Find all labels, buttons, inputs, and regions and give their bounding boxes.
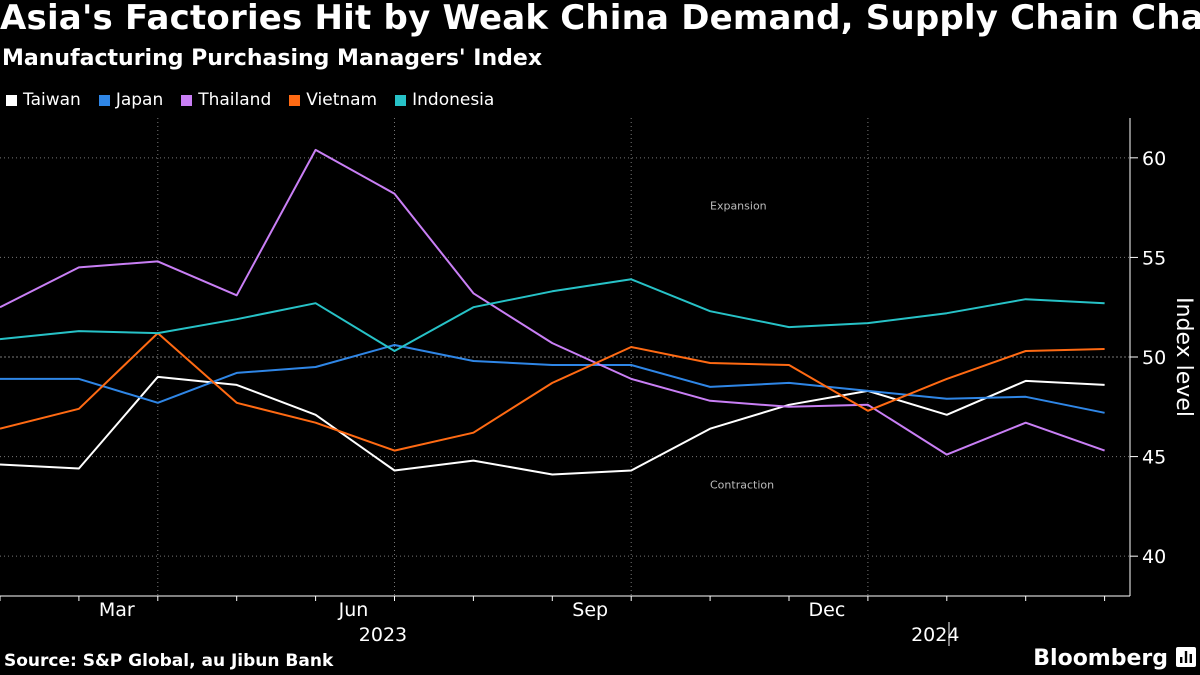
legend-swatch-taiwan: [6, 94, 17, 106]
xtick-label-jun: Jun: [338, 599, 369, 621]
legend-item-indonesia: Indonesia: [395, 90, 494, 110]
series-line-japan: [0, 344, 1105, 414]
xtick-label-sep: Sep: [572, 599, 608, 621]
year-label-2024: 2024: [911, 624, 959, 646]
series-line-indonesia: [0, 278, 1105, 352]
series-line-thailand: [0, 148, 1105, 456]
chart-icon: [1176, 647, 1196, 667]
series-line-vietnam: [0, 332, 1105, 452]
legend-item-vietnam: Vietnam: [289, 90, 377, 110]
legend-item-taiwan: Taiwan: [6, 90, 81, 110]
xtick-label-dec: Dec: [809, 599, 846, 621]
legend: Taiwan Japan Thailand Vietnam Indonesia: [6, 90, 494, 110]
annotation-expansion: Expansion: [710, 200, 767, 213]
year-label-2023: 2023: [359, 624, 407, 646]
legend-item-thailand: Thailand: [181, 90, 271, 110]
source-note: Source: S&P Global, au Jibun Bank: [4, 651, 334, 671]
ytick-label-60: 60: [1142, 148, 1166, 170]
legend-label-indonesia: Indonesia: [412, 90, 495, 110]
legend-label-thailand: Thailand: [198, 90, 272, 110]
annotation-contraction: Contraction: [710, 478, 774, 491]
legend-label-vietnam: Vietnam: [306, 90, 378, 110]
ytick-label-55: 55: [1142, 247, 1166, 269]
chart-subtitle: Manufacturing Purchasing Managers' Index: [2, 46, 543, 71]
ytick-label-40: 40: [1142, 546, 1166, 568]
legend-swatch-indonesia: [395, 94, 407, 106]
bloomberg-logo: Bloomberg: [1033, 646, 1168, 671]
xtick-label-mar: Mar: [99, 599, 135, 621]
legend-swatch-japan: [98, 94, 110, 106]
chart-title: Asia's Factories Hit by Weak China Deman…: [0, 0, 1200, 38]
legend-swatch-vietnam: [289, 94, 301, 106]
series-line-taiwan: [0, 375, 1105, 476]
ytick-label-50: 50: [1142, 347, 1166, 369]
legend-item-japan: Japan: [98, 90, 164, 110]
y-axis-title: Index level: [1171, 297, 1196, 417]
legend-label-taiwan: Taiwan: [23, 90, 81, 110]
legend-swatch-thailand: [181, 94, 193, 106]
ytick-label-45: 45: [1142, 447, 1166, 469]
legend-label-japan: Japan: [115, 90, 164, 110]
